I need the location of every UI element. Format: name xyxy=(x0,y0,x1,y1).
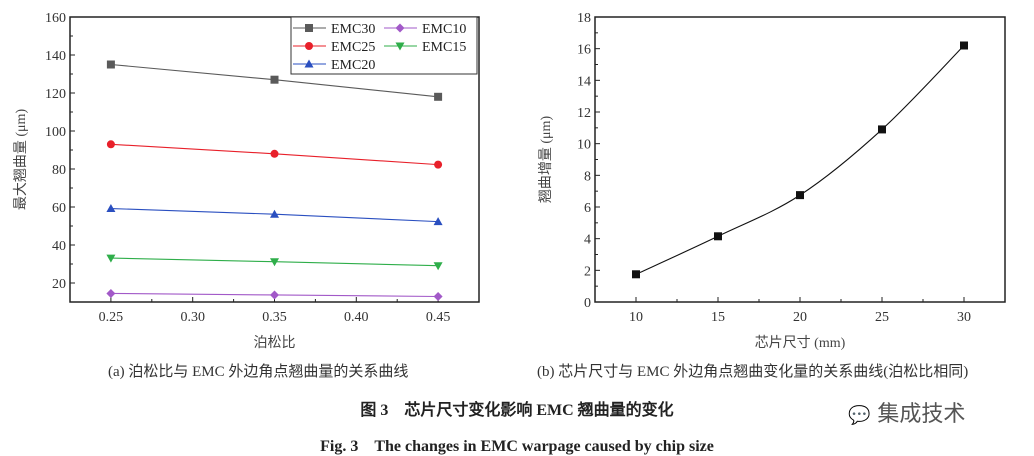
caption-a: (a) 泊松比与 EMC 外边角点翘曲量的关系曲线 xyxy=(108,364,409,380)
x-tick-label: 0.25 xyxy=(99,310,124,325)
data-point-EMC30 xyxy=(434,92,443,101)
y-tick-label: 80 xyxy=(52,163,66,178)
caption-b: (b) 芯片尺寸与 EMC 外边角点翘曲变化量的关系曲线(泊松比相同) xyxy=(537,364,969,380)
y-tick-label: 20 xyxy=(52,277,66,292)
legend-marker xyxy=(395,42,405,51)
data-point-翘曲增量 xyxy=(878,125,886,134)
y-axis-label: 翘曲增量 (μm) xyxy=(538,116,554,204)
chart-1: 10 15 20 25 30 0 2 4 6 8 10 12 14 16 18 芯片尺寸 (mm) 翘曲增量 (… xyxy=(538,11,1006,351)
legend-label: EMC15 xyxy=(422,40,466,55)
y-tick-label: 4 xyxy=(584,233,591,248)
legend-item-EMC30: EMC30 xyxy=(293,22,375,37)
legend-item-EMC10: EMC10 xyxy=(384,22,466,37)
y-tick-label: 18 xyxy=(577,11,591,26)
y-tick-label: 160 xyxy=(45,11,66,26)
x-axis-label: 芯片尺寸 (mm) xyxy=(755,335,846,351)
x-tick-label: 0.40 xyxy=(344,310,369,325)
y-tick-label: 140 xyxy=(45,49,66,64)
data-point-EMC25 xyxy=(270,149,279,158)
legend: EMC30 EMC10 EMC25 EMC15 EMC20 xyxy=(290,16,478,75)
y-tick-label: 6 xyxy=(584,201,591,216)
legend-marker xyxy=(395,23,405,33)
legend-item-EMC20: EMC20 xyxy=(293,58,375,73)
legend-item-EMC25: EMC25 xyxy=(293,40,375,55)
x-tick-label: 10 xyxy=(629,310,643,325)
legend-label: EMC20 xyxy=(331,58,375,73)
y-tick-label: 8 xyxy=(584,169,591,184)
data-point-EMC15 xyxy=(270,258,279,267)
x-tick-label: 25 xyxy=(875,310,889,325)
y-tick-label: 16 xyxy=(577,43,591,58)
data-point-EMC10 xyxy=(270,290,279,300)
legend-item-EMC15: EMC15 xyxy=(384,40,466,55)
x-tick-label: 0.35 xyxy=(262,310,287,325)
x-tick-label: 0.45 xyxy=(426,310,451,325)
data-point-EMC30 xyxy=(270,75,279,84)
legend-label: EMC25 xyxy=(331,40,375,55)
y-tick-label: 12 xyxy=(577,106,591,121)
data-point-EMC20 xyxy=(106,204,116,213)
y-tick-label: 120 xyxy=(45,87,66,102)
legend-marker xyxy=(304,59,314,68)
y-axis-label: 最大翘曲量 (μm) xyxy=(13,109,29,211)
legend-marker xyxy=(305,24,313,32)
legend-marker xyxy=(305,42,313,50)
data-point-EMC25 xyxy=(434,160,443,169)
figure-title-cn: 图 3 芯片尺寸变化影响 EMC 翘曲量的变化 xyxy=(360,402,674,419)
data-point-EMC30 xyxy=(106,60,115,69)
data-point-EMC10 xyxy=(433,291,443,301)
plot-frame xyxy=(594,16,1006,303)
x-tick-label: 0.30 xyxy=(180,310,205,325)
watermark-text: 集成技术 xyxy=(877,402,966,427)
data-point-EMC25 xyxy=(106,140,115,149)
series-line-翘曲增量 xyxy=(635,45,965,275)
y-tick-label: 40 xyxy=(52,239,66,254)
chart-0: 0.25 0.30 0.35 0.40 0.45 20 40 60 80 100 120 140 160… xyxy=(13,11,480,351)
data-point-EMC20 xyxy=(270,209,279,218)
x-tick-label: 30 xyxy=(957,310,971,325)
legend-label: EMC30 xyxy=(331,22,375,37)
y-tick-label: 10 xyxy=(577,138,591,153)
data-point-翘曲增量 xyxy=(960,41,968,50)
legend-label: EMC10 xyxy=(422,22,466,37)
data-point-翘曲增量 xyxy=(796,191,804,200)
y-tick-label: 2 xyxy=(584,264,591,279)
data-point-EMC15 xyxy=(106,254,116,263)
data-point-EMC20 xyxy=(433,217,443,226)
watermark: 💬 集成技术 xyxy=(848,396,965,428)
data-point-翘曲增量 xyxy=(632,270,640,279)
data-point-EMC15 xyxy=(433,262,443,271)
data-point-翘曲增量 xyxy=(714,232,722,241)
x-axis-label: 泊松比 xyxy=(254,335,296,351)
y-tick-label: 60 xyxy=(52,201,66,216)
y-tick-label: 14 xyxy=(577,74,591,89)
figure-title-en: Fig. 3 The changes in EMC warpage caused… xyxy=(320,438,714,455)
x-tick-label: 15 xyxy=(711,310,725,325)
data-point-EMC10 xyxy=(106,288,116,298)
x-tick-label: 20 xyxy=(793,310,807,325)
y-tick-label: 100 xyxy=(45,125,66,140)
wechat-icon: 💬 xyxy=(848,405,871,426)
y-tick-label: 0 xyxy=(584,296,591,311)
